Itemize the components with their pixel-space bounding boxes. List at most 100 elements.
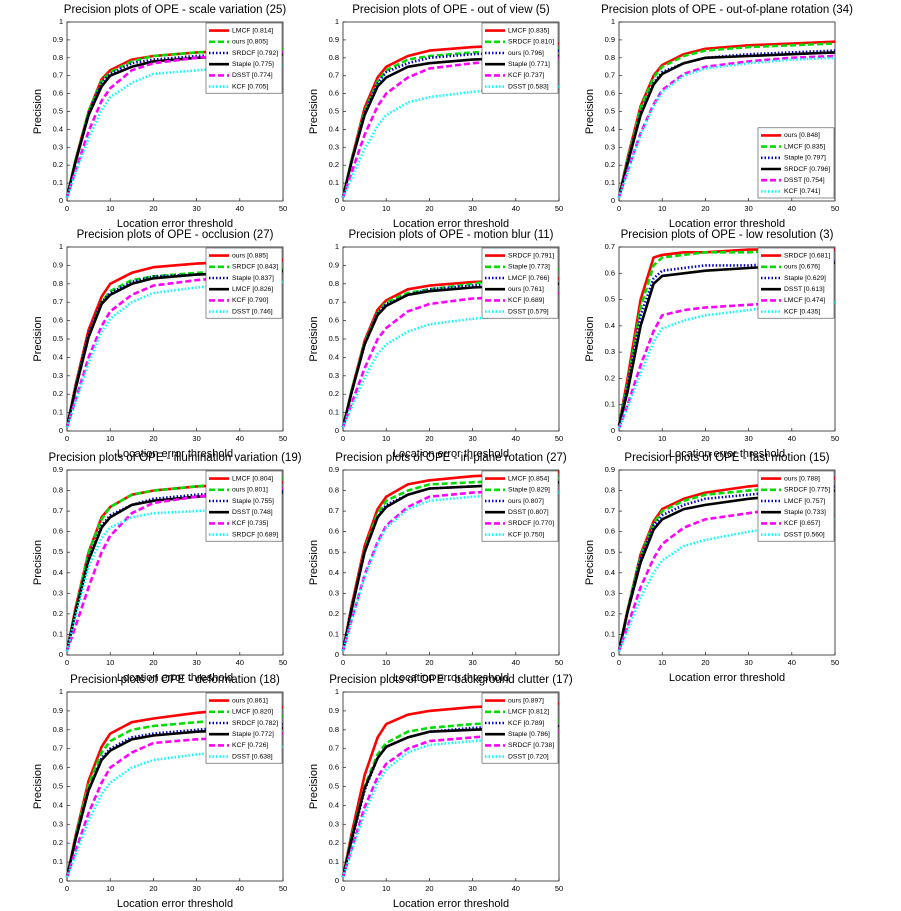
x-tick-label: 20 [425,884,433,893]
legend-label: SRDCF [0.843] [232,264,278,271]
y-tick-label: 0.6 [605,268,615,277]
y-tick-label: 0.8 [53,279,63,288]
chart-title: Precision plots of OPE - motion blur (11… [349,229,554,241]
legend-label: Staple [0.775] [232,61,274,68]
y-tick-label: 0.8 [53,486,63,495]
y-tick-label: 0.4 [605,124,615,133]
series-line [65,745,284,878]
y-axis-label: Precision [32,540,44,585]
y-tick-label: 0.4 [53,568,63,577]
y-tick-label: 0.2 [329,389,339,398]
x-tick-label: 40 [512,884,520,893]
x-tick-label: 10 [106,658,114,667]
x-tick-label: 0 [341,434,345,443]
y-axis-label: Precision [584,316,596,361]
chart-panel: Precision plots of OPE - deformation (18… [32,674,287,910]
legend-label: KCF [0.790] [232,297,268,304]
legend-label: ours [0.848] [784,132,820,139]
legend-label: LMCF [0.804] [232,475,273,482]
x-tick-label: 40 [236,204,244,213]
x-tick-label: 20 [149,884,157,893]
chart-title: Precision plots of OPE - scale variation… [64,4,287,16]
y-tick-label: 0.1 [53,408,63,417]
legend-label: KCF [0.741] [784,188,820,195]
chart-panel: Precision plots of OPE - in-plane rotati… [308,452,567,684]
y-tick-label: 0 [611,426,615,435]
x-tick-label: 0 [341,884,345,893]
y-tick-label: 0.3 [53,819,63,828]
legend-label: Staple [0.786] [508,731,550,738]
x-tick-label: 30 [468,434,476,443]
x-tick-label: 50 [279,204,287,213]
legend-label: LMCF [0.835] [508,27,549,34]
legend-label: LMCF [0.826] [232,286,273,293]
y-tick-label: 0.4 [605,321,615,330]
legend-label: SRDCF [0.738] [508,742,554,749]
y-tick-label: 0.1 [53,857,63,866]
y-tick-label: 0.3 [605,588,615,597]
y-tick-label: 0.5 [329,334,339,343]
x-tick-label: 10 [658,204,666,213]
legend-label: Staple [0.629] [784,275,826,282]
y-axis-label: Precision [32,316,44,361]
y-tick-label: 0.3 [53,142,63,151]
x-tick-label: 40 [788,434,796,443]
x-tick-label: 30 [468,884,476,893]
legend-label: SRDCF [0.775] [784,487,830,494]
x-tick-label: 40 [512,434,520,443]
chart-panel: Precision plots of OPE - background clut… [308,674,573,910]
legend-label: SRDCF [0.689] [232,531,278,538]
y-tick-label: 0 [335,426,339,435]
chart-title: Precision plots of OPE - low resolution … [621,229,834,241]
y-tick-label: 0.1 [605,400,615,409]
legend-label: ours [0.796] [508,50,544,57]
y-tick-label: 1 [335,687,339,696]
legend-box [481,692,559,764]
legend-label: KCF [0.657] [784,520,820,527]
y-tick-label: 0.5 [329,106,339,115]
chart-title: Precision plots of OPE - deformation (18… [70,674,280,686]
chart-title: Precision plots of OPE - in-plane rotati… [335,452,567,464]
y-tick-label: 0.6 [329,89,339,98]
legend-label: SRDCF [0.796] [784,166,830,173]
y-tick-label: 0.1 [329,857,339,866]
y-tick-label: 0.4 [53,124,63,133]
y-tick-label: 0 [59,876,63,885]
legend-label: DSST [0.579] [508,308,549,315]
y-tick-label: 0.8 [329,725,339,734]
legend-label: ours [0.807] [508,498,544,505]
y-tick-label: 0.3 [329,142,339,151]
chart-title: Precision plots of OPE - illumination va… [48,452,301,464]
y-tick-label: 1 [335,242,339,251]
y-tick-label: 0.5 [329,547,339,556]
x-tick-label: 30 [744,434,752,443]
y-tick-label: 0.5 [53,547,63,556]
x-tick-label: 10 [382,434,390,443]
legend-label: ours [0.761] [508,286,544,293]
legend-label: LMCF [0.820] [232,709,273,716]
y-tick-label: 0.8 [53,725,63,734]
legend-label: Staple [0.829] [508,487,550,494]
chart-panel: Precision plots of OPE - illumination va… [32,452,302,684]
y-tick-label: 0.1 [605,178,615,187]
legend-label: KCF [0.750] [508,531,544,538]
y-tick-label: 0.6 [53,527,63,536]
legend-label: LMCF [0.474] [784,297,825,304]
x-tick-label: 20 [701,204,709,213]
x-tick-label: 50 [279,658,287,667]
y-tick-label: 0 [335,196,339,205]
y-tick-label: 0.4 [53,352,63,361]
x-tick-label: 40 [788,658,796,667]
series-line [617,42,836,198]
x-tick-label: 20 [701,658,709,667]
x-tick-label: 40 [236,658,244,667]
y-tick-label: 0.9 [53,260,63,269]
series-line [617,51,836,198]
legend-label: LMCF [0.814] [232,27,273,34]
legend-box [205,692,283,764]
y-tick-label: 0.3 [605,347,615,356]
chart-panel: Precision plots of OPE - out-of-plane ro… [584,4,853,230]
x-tick-label: 40 [788,204,796,213]
x-tick-label: 50 [279,884,287,893]
y-tick-label: 0.9 [605,465,615,474]
